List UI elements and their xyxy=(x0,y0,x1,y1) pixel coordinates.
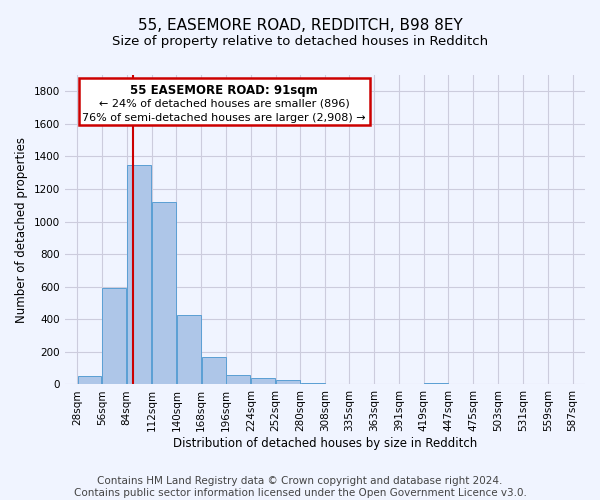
Text: Size of property relative to detached houses in Redditch: Size of property relative to detached ho… xyxy=(112,35,488,48)
Bar xyxy=(103,288,126,384)
X-axis label: Distribution of detached houses by size in Redditch: Distribution of detached houses by size … xyxy=(173,437,477,450)
Text: ← 24% of detached houses are smaller (896): ← 24% of detached houses are smaller (89… xyxy=(99,98,350,108)
Bar xyxy=(177,315,201,384)
Bar xyxy=(202,357,226,384)
Bar xyxy=(127,164,151,384)
Bar xyxy=(301,383,325,384)
Y-axis label: Number of detached properties: Number of detached properties xyxy=(15,136,28,322)
Text: Contains HM Land Registry data © Crown copyright and database right 2024.
Contai: Contains HM Land Registry data © Crown c… xyxy=(74,476,526,498)
Bar xyxy=(424,383,448,384)
Bar xyxy=(251,378,275,384)
Text: 76% of semi-detached houses are larger (2,908) →: 76% of semi-detached houses are larger (… xyxy=(82,114,366,124)
Bar xyxy=(276,380,300,384)
Text: 55, EASEMORE ROAD, REDDITCH, B98 8EY: 55, EASEMORE ROAD, REDDITCH, B98 8EY xyxy=(137,18,463,32)
Bar xyxy=(226,374,250,384)
Bar xyxy=(152,202,176,384)
Bar xyxy=(77,376,101,384)
FancyBboxPatch shape xyxy=(79,78,370,126)
Text: 55 EASEMORE ROAD: 91sqm: 55 EASEMORE ROAD: 91sqm xyxy=(130,84,318,97)
